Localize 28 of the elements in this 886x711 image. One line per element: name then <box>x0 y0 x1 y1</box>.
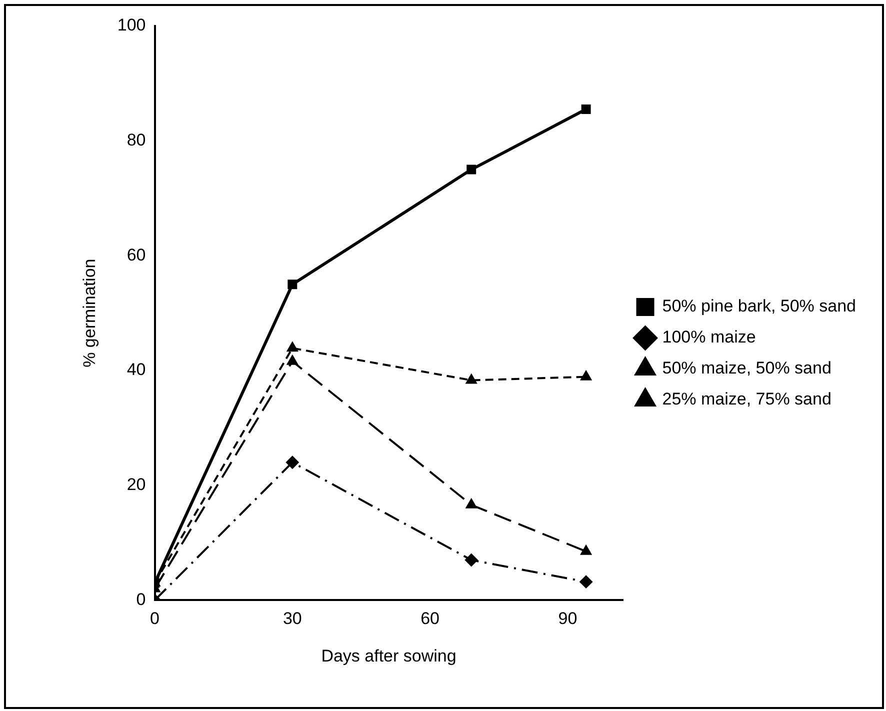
y-tick-label: 20 <box>126 475 146 494</box>
legend-label: 100% maize <box>662 328 756 347</box>
y-axis-title: % germination <box>80 258 99 368</box>
point <box>286 342 298 352</box>
point <box>466 164 476 174</box>
legend-label: 50% maize, 50% sand <box>662 358 832 378</box>
x-tick-label: 30 <box>282 609 302 628</box>
point <box>580 575 593 588</box>
y-tick-label: 100 <box>117 16 146 35</box>
x-tick-label: 90 <box>558 609 578 628</box>
x-tick-label: 60 <box>420 609 440 628</box>
legend-label: 50% pine bark, 50% sand <box>662 296 856 316</box>
point <box>580 544 592 555</box>
point <box>286 456 299 469</box>
point <box>466 498 478 508</box>
y-tick-label: 60 <box>126 245 146 264</box>
point <box>580 370 592 380</box>
legend-label: 25% maize, 75% sand <box>662 390 832 409</box>
x-tick-label: 0 <box>150 609 160 628</box>
x-axis-title: Days after sowing <box>321 646 456 666</box>
point <box>581 104 591 114</box>
y-tick-label: 0 <box>136 590 146 609</box>
point <box>288 280 298 290</box>
y-tick-label: 80 <box>126 130 146 150</box>
y-tick-label: 40 <box>126 360 146 380</box>
point <box>286 354 298 365</box>
point <box>464 554 478 567</box>
point <box>466 374 478 384</box>
